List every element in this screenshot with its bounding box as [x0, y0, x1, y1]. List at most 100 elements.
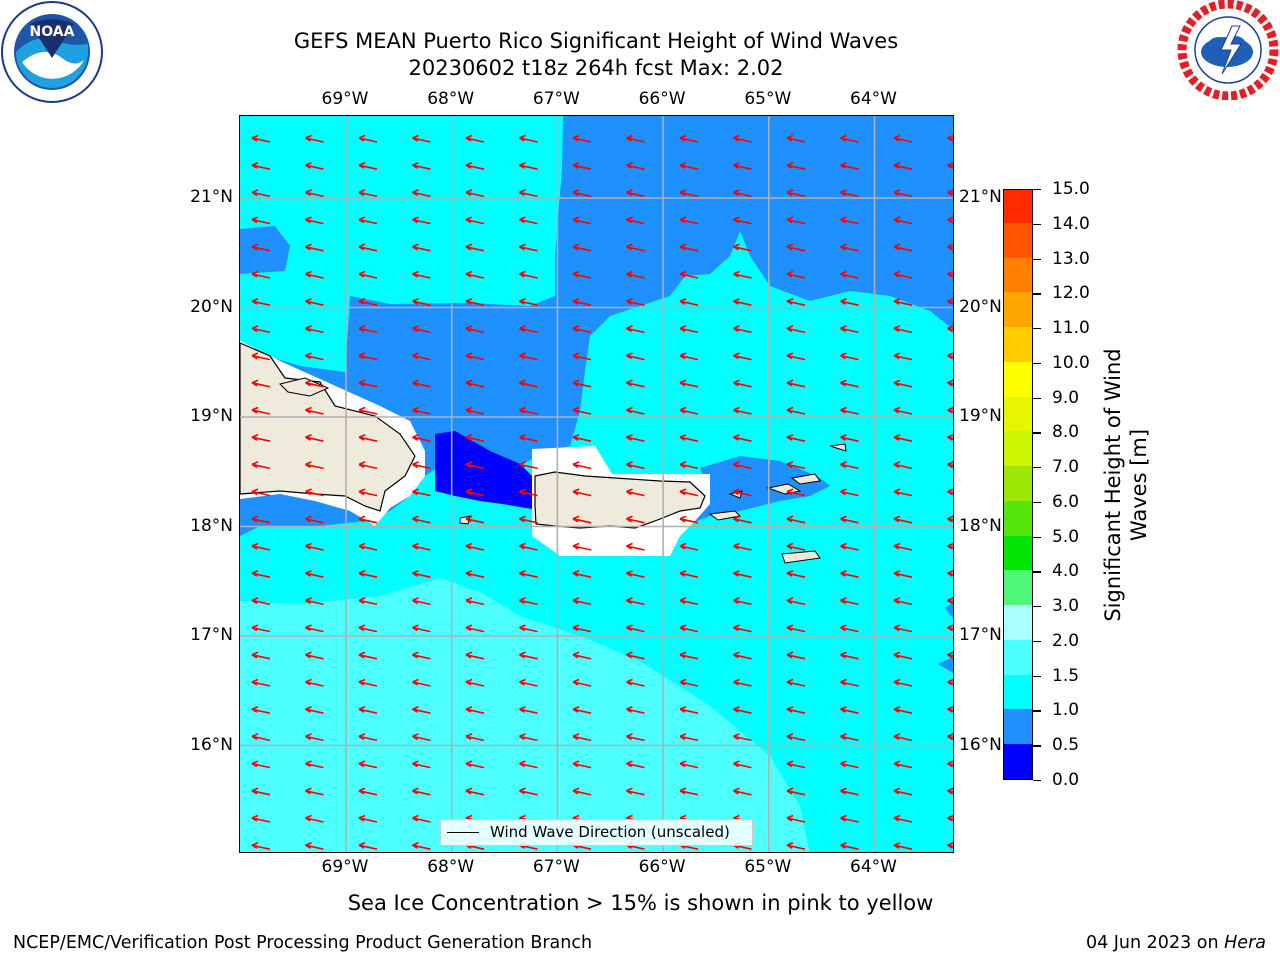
wave-direction-arrow	[358, 297, 378, 306]
footer-date-text: 04 Jun 2023 on	[1085, 933, 1225, 953]
colorbar-tick-mark	[1033, 675, 1041, 677]
colorbar-segment	[1004, 326, 1032, 362]
wave-direction-arrow	[679, 705, 699, 714]
wave-direction-arrow	[679, 379, 699, 388]
wave-direction-arrow	[519, 461, 538, 470]
wave-direction-arrow	[412, 325, 431, 334]
colorbar-tick-mark	[1033, 362, 1041, 365]
wave-direction-arrow	[572, 134, 592, 143]
wave-direction-arrow	[786, 760, 806, 769]
wave-direction-arrow	[465, 542, 485, 551]
wave-direction-arrow	[465, 189, 485, 198]
colorbar-segment	[1004, 674, 1032, 710]
wave-direction-arrow	[947, 216, 953, 224]
wave-direction-arrow	[840, 379, 859, 388]
colorbar-segment	[1004, 190, 1032, 223]
wave-direction-arrow	[251, 352, 271, 361]
colorbar-segment	[1004, 361, 1032, 397]
wave-direction-arrow	[358, 352, 378, 361]
wave-direction-arrow	[733, 542, 752, 551]
wave-direction-arrow	[305, 760, 324, 769]
wave-direction-arrow	[465, 733, 485, 742]
wave-direction-arrow	[626, 624, 645, 633]
wave-direction-arrow	[251, 433, 271, 442]
wave-direction-arrow	[412, 569, 431, 578]
wave-direction-arrow	[893, 569, 913, 578]
colorbar-segment	[1004, 569, 1032, 606]
wave-direction-arrow	[840, 705, 859, 714]
colorbar-tick-mark	[1033, 606, 1041, 608]
wave-direction-arrow	[840, 297, 859, 306]
lat-label-right: 17°N	[959, 625, 1002, 645]
lat-label-left: 19°N	[190, 406, 233, 426]
wave-direction-arrow	[358, 814, 378, 823]
wave-direction-arrow	[786, 651, 806, 660]
colorbar-tick-label: 2.0	[1052, 630, 1080, 651]
wave-direction-arrow	[893, 433, 913, 442]
wave-direction-arrow	[572, 406, 592, 415]
wave-direction-arrow	[679, 597, 699, 606]
colorbar-segment	[1004, 396, 1032, 432]
wave-direction-arrow	[412, 461, 431, 470]
wave-direction-arrow	[893, 651, 913, 660]
wave-direction-arrow	[679, 624, 699, 633]
wave-direction-arrow	[305, 379, 324, 388]
wave-direction-arrow	[786, 243, 806, 252]
wave-direction-arrow	[305, 542, 324, 551]
wave-direction-arrow	[251, 678, 271, 687]
wave-direction-arrow	[679, 216, 699, 225]
wave-direction-arrow	[305, 189, 324, 198]
colorbar-segment	[1004, 257, 1032, 293]
wave-direction-arrow	[251, 325, 271, 334]
wave-direction-arrow	[572, 569, 592, 578]
wave-direction-arrow	[412, 542, 431, 551]
wave-direction-arrow	[840, 760, 859, 769]
wave-direction-arrow	[358, 325, 378, 334]
colorbar-tick-label: 6.0	[1052, 491, 1080, 512]
wave-direction-arrow	[840, 515, 859, 524]
colorbar-tick-label: 4.0	[1052, 561, 1080, 582]
nws-logo	[1177, 0, 1280, 101]
colorbar-tick-mark	[1033, 501, 1041, 504]
footer-host: Hera	[1224, 933, 1266, 953]
wave-direction-arrow	[519, 624, 538, 633]
wave-direction-arrow	[733, 379, 752, 388]
wave-direction-arrow	[733, 325, 752, 334]
wave-direction-arrow	[786, 325, 806, 334]
wave-direction-arrow	[786, 406, 806, 415]
wave-direction-arrow	[251, 216, 271, 225]
wave-direction-arrow	[412, 243, 431, 252]
wave-direction-arrow	[733, 297, 752, 306]
wave-direction-arrow	[572, 243, 592, 252]
colorbar-segment	[1004, 639, 1032, 675]
st-croix-land	[781, 550, 821, 564]
wave-direction-arrow	[519, 569, 538, 578]
wave-direction-arrow	[251, 787, 271, 796]
colorbar-tick-mark	[1033, 293, 1041, 295]
colorbar-tick-label: 13.0	[1052, 248, 1090, 269]
wave-direction-arrow	[305, 488, 324, 497]
colorbar-tick-mark	[1033, 745, 1041, 747]
wave-direction-arrow	[733, 216, 752, 225]
wave-direction-arrow	[358, 841, 378, 850]
wave-direction-arrow	[786, 678, 806, 687]
wave-direction-arrow	[305, 134, 324, 143]
wave-direction-arrow	[519, 352, 538, 361]
colorbar-tick-label: 9.0	[1052, 387, 1080, 408]
wave-direction-arrow	[465, 297, 485, 306]
wave-direction-arrow	[786, 542, 806, 551]
wave-direction-arrow	[251, 243, 271, 252]
wave-direction-arrow	[305, 270, 324, 279]
wave-direction-arrow	[305, 515, 324, 524]
colorbar-tick-mark	[1033, 189, 1041, 191]
wave-direction-arrow	[786, 352, 806, 361]
wave-direction-arrow	[947, 760, 953, 768]
wave-direction-arrow	[679, 189, 699, 198]
wave-direction-arrow	[947, 515, 953, 523]
wave-direction-arrow	[465, 161, 485, 170]
wave-direction-arrow	[733, 705, 752, 714]
wave-direction-arrow	[358, 597, 378, 606]
wave-direction-arrow	[412, 433, 431, 442]
wave-direction-arrow	[572, 705, 592, 714]
wave-direction-arrow	[465, 352, 485, 361]
